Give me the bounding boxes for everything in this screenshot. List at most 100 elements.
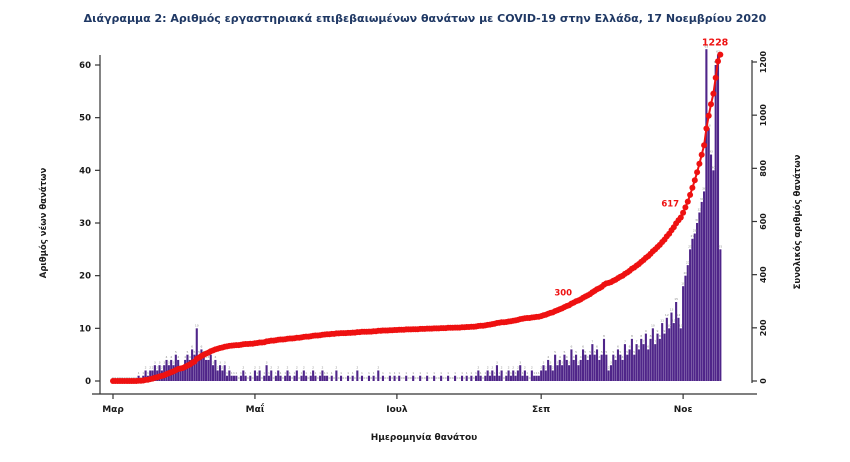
- svg-text:25: 25: [718, 245, 722, 249]
- svg-text:1: 1: [526, 371, 528, 375]
- svg-text:0: 0: [442, 376, 444, 380]
- svg-text:3: 3: [550, 360, 552, 364]
- svg-text:0: 0: [354, 376, 356, 380]
- svg-text:0: 0: [384, 376, 386, 380]
- svg-text:28: 28: [693, 229, 697, 233]
- svg-text:30: 30: [695, 218, 699, 222]
- svg-text:20: 20: [684, 271, 688, 275]
- svg-text:1: 1: [280, 371, 282, 375]
- svg-text:1: 1: [368, 371, 370, 375]
- svg-text:3: 3: [496, 360, 498, 364]
- svg-text:1: 1: [522, 371, 524, 375]
- svg-text:20: 20: [79, 272, 91, 282]
- svg-text:11: 11: [660, 318, 664, 322]
- svg-text:2: 2: [508, 366, 510, 370]
- svg-text:0: 0: [333, 376, 335, 380]
- svg-text:2: 2: [145, 366, 147, 370]
- annotation-300: 300: [554, 288, 572, 298]
- svg-text:9: 9: [664, 329, 666, 333]
- svg-text:1: 1: [533, 371, 535, 375]
- svg-text:1: 1: [233, 371, 235, 375]
- svg-text:0: 0: [298, 376, 300, 380]
- svg-text:1: 1: [412, 371, 414, 375]
- svg-text:2: 2: [540, 366, 542, 370]
- chart-title: Διάγραμμα 2: Αριθμός εργαστηριακά επιβεβ…: [83, 12, 767, 25]
- svg-text:2: 2: [296, 366, 298, 370]
- svg-text:1: 1: [475, 371, 477, 375]
- svg-text:1: 1: [263, 371, 265, 375]
- svg-text:5: 5: [554, 350, 556, 354]
- svg-text:8: 8: [603, 334, 605, 338]
- x-axis: Μαρ Μαΐ Ιουλ Σεπ Νοε Ημερομηνία θανάτου: [92, 393, 757, 443]
- annotation-labels: 300 617 1228: [554, 38, 728, 299]
- svg-text:0: 0: [349, 376, 351, 380]
- svg-text:15: 15: [674, 297, 678, 301]
- svg-text:4: 4: [214, 355, 216, 359]
- svg-text:1: 1: [433, 371, 435, 375]
- svg-text:0: 0: [431, 376, 433, 380]
- svg-text:8: 8: [640, 334, 642, 338]
- svg-text:Μαΐ: Μαΐ: [246, 403, 265, 415]
- svg-text:0: 0: [375, 376, 377, 380]
- svg-text:1: 1: [240, 371, 242, 375]
- svg-text:5: 5: [563, 350, 565, 354]
- svg-text:6: 6: [582, 345, 584, 349]
- svg-text:0: 0: [403, 376, 405, 380]
- svg-text:1: 1: [394, 371, 396, 375]
- svg-text:0: 0: [429, 376, 431, 380]
- svg-text:4: 4: [547, 355, 549, 359]
- svg-text:4: 4: [189, 355, 191, 359]
- svg-text:3: 3: [519, 360, 521, 364]
- svg-text:43: 43: [709, 150, 713, 154]
- svg-text:11: 11: [672, 318, 676, 322]
- svg-text:0: 0: [459, 376, 461, 380]
- svg-text:0: 0: [291, 376, 293, 380]
- svg-text:1: 1: [305, 371, 307, 375]
- svg-text:0: 0: [387, 376, 389, 380]
- svg-text:1: 1: [480, 371, 482, 375]
- svg-text:5: 5: [175, 350, 177, 354]
- svg-text:0: 0: [422, 376, 424, 380]
- svg-text:4: 4: [205, 355, 207, 359]
- svg-text:4: 4: [587, 355, 589, 359]
- svg-text:0: 0: [417, 376, 419, 380]
- svg-text:0: 0: [261, 376, 263, 380]
- svg-text:4: 4: [166, 355, 168, 359]
- svg-text:1: 1: [489, 371, 491, 375]
- svg-text:4: 4: [615, 355, 617, 359]
- svg-text:0: 0: [396, 376, 398, 380]
- svg-text:18: 18: [681, 281, 685, 285]
- svg-text:7: 7: [591, 339, 593, 343]
- svg-text:50: 50: [79, 114, 91, 124]
- svg-text:5: 5: [605, 350, 607, 354]
- cumulative-deaths-line: [110, 51, 724, 384]
- svg-text:0: 0: [238, 376, 240, 380]
- svg-text:5: 5: [575, 350, 577, 354]
- svg-text:2: 2: [149, 366, 151, 370]
- svg-text:5: 5: [193, 350, 195, 354]
- svg-text:3: 3: [556, 360, 558, 364]
- svg-text:1: 1: [466, 371, 468, 375]
- svg-text:8: 8: [659, 334, 661, 338]
- bar-value-labels: 0000000000010121223232343435422454651056…: [112, 44, 722, 380]
- svg-text:3: 3: [212, 360, 214, 364]
- svg-text:3: 3: [154, 360, 156, 364]
- svg-text:2: 2: [228, 366, 230, 370]
- svg-text:6: 6: [200, 345, 202, 349]
- svg-text:1: 1: [405, 371, 407, 375]
- svg-text:1: 1: [440, 371, 442, 375]
- svg-text:4: 4: [573, 355, 575, 359]
- svg-text:6: 6: [570, 345, 572, 349]
- svg-text:63: 63: [704, 44, 708, 48]
- svg-text:1: 1: [326, 371, 328, 375]
- annotation-1228: 1228: [702, 38, 729, 49]
- svg-text:5: 5: [626, 350, 628, 354]
- svg-text:1: 1: [498, 371, 500, 375]
- svg-text:0: 0: [345, 376, 347, 380]
- svg-text:2: 2: [608, 366, 610, 370]
- svg-text:0: 0: [391, 376, 393, 380]
- svg-text:2: 2: [531, 366, 533, 370]
- svg-text:1: 1: [382, 371, 384, 375]
- svg-text:0: 0: [438, 376, 440, 380]
- svg-text:60: 60: [79, 61, 91, 71]
